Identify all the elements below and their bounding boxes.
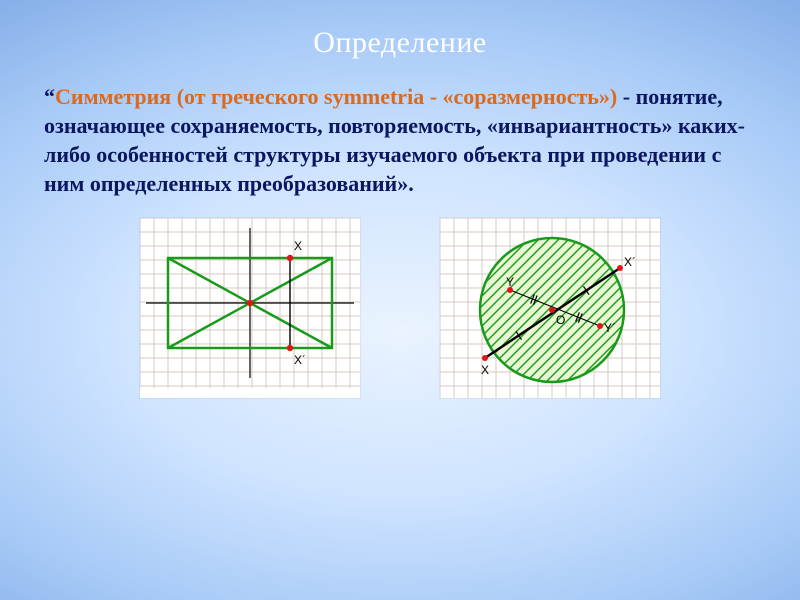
svg-text:X´: X´ (624, 255, 636, 269)
svg-text:Y´: Y´ (604, 321, 616, 335)
slide-title: Определение (0, 0, 800, 60)
definition-text: “Симметрия (от греческого symmetria - «с… (0, 60, 800, 198)
svg-text:X: X (294, 239, 302, 253)
svg-text:X: X (481, 363, 489, 377)
quote-mark: “ (44, 84, 55, 109)
slide: Определение “Симметрия (от греческого sy… (0, 0, 800, 600)
figures-row: X X´ X X´ Y Y´ О (0, 218, 800, 398)
svg-text:X´: X´ (294, 353, 306, 367)
svg-text:Y: Y (506, 275, 514, 289)
term: Симметрия (от греческого symmetria - «со… (55, 84, 617, 109)
figure-circle: X X´ Y Y´ О (440, 218, 660, 398)
figure-rectangle: X X´ (140, 218, 360, 398)
svg-text:О: О (556, 313, 565, 327)
